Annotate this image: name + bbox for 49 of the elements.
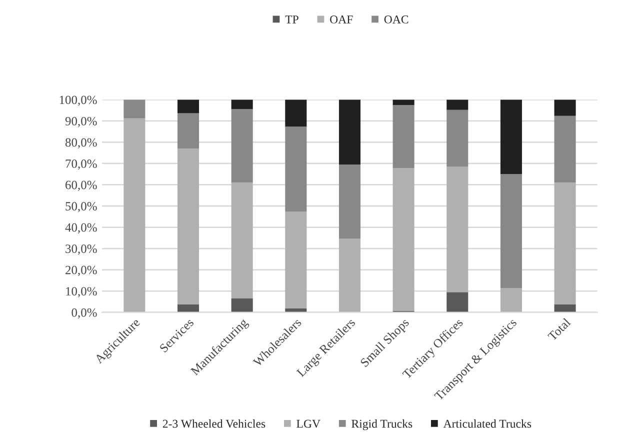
bar: [285, 212, 307, 308]
bar: [554, 116, 576, 183]
bar: [231, 182, 253, 298]
bar: [446, 100, 468, 110]
bar: [177, 304, 200, 312]
bar: [446, 292, 468, 312]
bar: [124, 100, 146, 118]
bar: [446, 110, 468, 166]
bar: [338, 100, 360, 165]
y-tick-label: 70,0%: [66, 159, 97, 170]
bar: [554, 304, 576, 312]
bar: [177, 113, 200, 149]
bar: [177, 100, 200, 114]
bar: [124, 118, 146, 312]
bar: [285, 308, 307, 312]
legend-label: 2-3 Wheeled Vehicles: [162, 419, 266, 428]
y-tick-label: 60,0%: [66, 180, 97, 191]
bar: [554, 182, 576, 304]
bar: [338, 238, 360, 312]
y-tick-label: 30,0%: [66, 244, 97, 255]
bar: [392, 100, 414, 105]
y-tick-label: 0,0%: [72, 308, 97, 319]
bar: [231, 100, 253, 110]
bar: [285, 100, 307, 126]
bar: [554, 100, 576, 116]
legend-label: TP: [285, 16, 298, 24]
bar: [446, 166, 468, 292]
y-tick-label: 90,0%: [65, 116, 97, 128]
bar: [285, 126, 307, 212]
bar: [500, 174, 522, 288]
y-tick-label: 40,0%: [65, 223, 97, 234]
legend-label: OAF: [330, 16, 353, 24]
legend-label: Articulated Trucks: [443, 419, 532, 428]
legend-label: Rigid Trucks: [352, 419, 412, 430]
y-tick-label: 50,0%: [66, 202, 97, 212]
bar: [392, 168, 414, 311]
y-tick-label: 20,0%: [66, 266, 97, 276]
bar: [500, 288, 522, 312]
y-tick-label: 100,0%: [60, 96, 97, 106]
y-tick-label: 80,0%: [65, 138, 97, 148]
legend-label: LGV: [296, 420, 320, 428]
bar: [231, 298, 253, 312]
bar: [392, 104, 414, 168]
bar: [338, 164, 360, 239]
legend-label: OAC: [384, 16, 408, 24]
bar: [177, 148, 200, 304]
bar: [231, 109, 253, 183]
bar: [500, 100, 522, 174]
y-tick-label: 10,0%: [66, 287, 97, 298]
